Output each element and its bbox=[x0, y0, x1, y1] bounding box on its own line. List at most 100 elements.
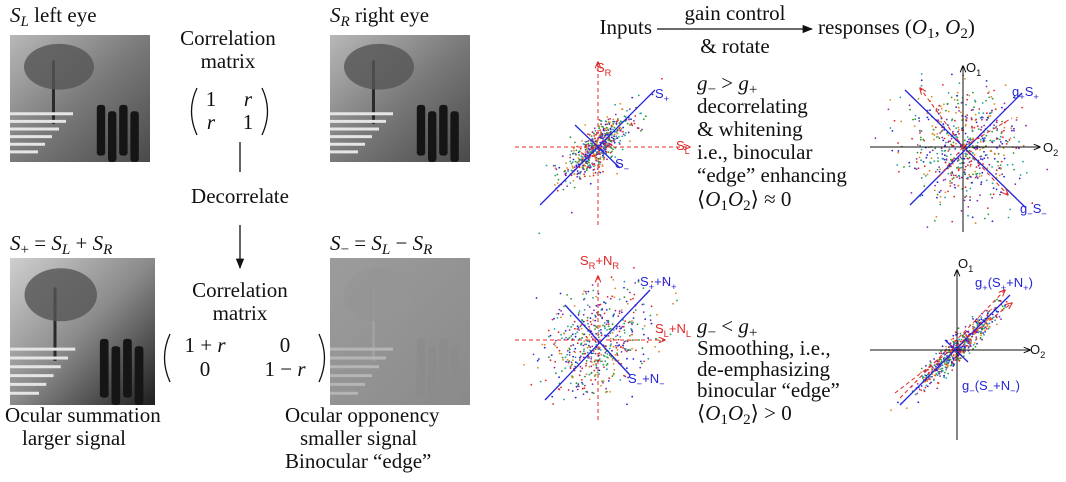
scatter-dot bbox=[583, 143, 585, 145]
scatter-dot bbox=[970, 160, 972, 162]
scatter-dot bbox=[616, 173, 618, 175]
scatter-dot bbox=[602, 157, 604, 159]
text-run: g bbox=[975, 275, 982, 290]
scatter-dot bbox=[954, 187, 956, 189]
photo-foliage bbox=[344, 44, 414, 90]
scatter-dot bbox=[574, 142, 576, 144]
scatter-dot bbox=[631, 396, 633, 398]
scatter-dot bbox=[606, 368, 608, 370]
axis-label: SR+NR bbox=[580, 253, 619, 271]
scatter-dot bbox=[553, 318, 555, 320]
scatter-dot bbox=[929, 360, 931, 362]
subscript: R bbox=[340, 14, 350, 30]
scatter-dot bbox=[593, 169, 595, 171]
scatter-dot bbox=[993, 187, 995, 189]
scatter-dot bbox=[624, 115, 626, 117]
scatter-dot bbox=[969, 352, 971, 354]
scatter-dot bbox=[966, 345, 968, 347]
scatter-dot bbox=[1022, 161, 1024, 163]
scatter-dot bbox=[580, 344, 582, 346]
scatter-dot bbox=[605, 120, 607, 122]
scatter-dot bbox=[990, 194, 992, 196]
scatter-dot bbox=[944, 357, 946, 359]
scatter-dot bbox=[581, 379, 583, 381]
scatter-dot bbox=[672, 303, 674, 305]
scatter-dot bbox=[582, 293, 584, 295]
scatter-dot bbox=[979, 194, 981, 196]
scatter-dot bbox=[888, 109, 890, 111]
scatter-dot bbox=[986, 119, 988, 121]
scatter-dot bbox=[1010, 137, 1012, 139]
scatter-dot bbox=[979, 173, 981, 175]
scatter-dot bbox=[965, 119, 967, 121]
scatter-dot bbox=[960, 333, 962, 335]
scatter-dot bbox=[614, 296, 616, 298]
scatter-dot bbox=[612, 359, 614, 361]
scatter-dot bbox=[968, 95, 970, 97]
scatter-dot bbox=[966, 114, 968, 116]
scatter-dot bbox=[601, 333, 603, 335]
scatter-dot bbox=[969, 138, 971, 140]
scatter-dot bbox=[955, 127, 957, 129]
scatter-dot bbox=[544, 344, 546, 346]
scatter-dot bbox=[951, 97, 953, 99]
scatter-dot bbox=[987, 207, 989, 209]
scatter-dot bbox=[633, 358, 635, 360]
scatter-dot bbox=[1019, 178, 1021, 180]
scatter-dot bbox=[969, 341, 971, 343]
opponency-label: Binocular “edge” bbox=[285, 449, 431, 473]
scatter-dot bbox=[593, 172, 595, 174]
scatter-dot bbox=[979, 149, 981, 151]
scatter-dot bbox=[1003, 154, 1005, 156]
scatter-dot bbox=[906, 407, 908, 409]
matrix-cell: 1 + r bbox=[184, 333, 226, 357]
subscript: R bbox=[612, 261, 619, 271]
scatter-dot bbox=[980, 319, 982, 321]
scatter-dot bbox=[592, 319, 594, 321]
scatter-dot bbox=[976, 166, 978, 168]
scatter-dot bbox=[581, 140, 583, 142]
scatter-dot bbox=[572, 333, 574, 335]
scatter-dot bbox=[598, 373, 600, 375]
scatter-dot bbox=[1003, 130, 1005, 132]
scatter-dot bbox=[933, 379, 935, 381]
scatter-dot bbox=[980, 316, 982, 318]
description: binocular “edge” bbox=[697, 378, 840, 402]
photo-person bbox=[100, 339, 109, 398]
scatter-dot bbox=[964, 200, 966, 202]
scatter-dot bbox=[628, 132, 630, 134]
scatter-dot bbox=[955, 143, 957, 145]
axis-label: O1 bbox=[958, 256, 973, 274]
scatter-dot bbox=[573, 150, 575, 152]
scatter-dot bbox=[929, 151, 931, 153]
scatter-dot bbox=[591, 313, 593, 315]
scatter-dot bbox=[941, 158, 943, 160]
scatter-dot bbox=[572, 167, 574, 169]
scatter-dot bbox=[938, 113, 940, 115]
scatter-dot bbox=[575, 397, 577, 399]
scatter-dot bbox=[621, 311, 623, 313]
scatter-dot bbox=[977, 331, 979, 333]
scatter-dot bbox=[986, 86, 988, 88]
scatter-dot bbox=[996, 121, 998, 123]
diff-equation: S− = SL − SR bbox=[330, 231, 432, 258]
scatter-dot bbox=[576, 362, 578, 364]
scatter-dot bbox=[950, 172, 952, 174]
scatter-dot bbox=[598, 330, 600, 332]
scatter-dot bbox=[1001, 121, 1003, 123]
scatter-dot bbox=[623, 323, 625, 325]
scatter-dot bbox=[608, 326, 610, 328]
scatter-dot bbox=[931, 376, 933, 378]
summation-label: larger signal bbox=[22, 426, 126, 450]
scatter-dot bbox=[605, 124, 607, 126]
scatter-dot bbox=[634, 282, 636, 284]
scatter-dot bbox=[586, 151, 588, 153]
scatter-dot bbox=[944, 197, 946, 199]
text-run: responses ( bbox=[818, 15, 912, 39]
scatter-dot bbox=[579, 171, 581, 173]
text-run: g bbox=[1012, 84, 1019, 99]
scatter-dot bbox=[599, 304, 601, 306]
scatter-dot bbox=[562, 155, 564, 157]
text-run: O bbox=[912, 15, 927, 39]
scatter-dot bbox=[981, 126, 983, 128]
